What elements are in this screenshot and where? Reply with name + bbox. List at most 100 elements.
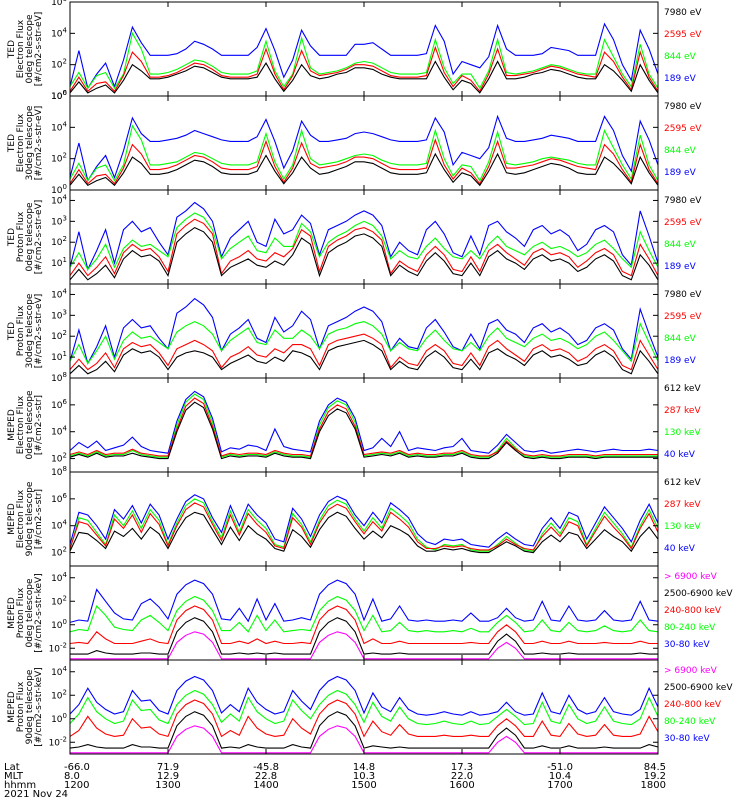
panel-8-series-4 — [69, 711, 659, 749]
panel-5-series-2 — [69, 393, 658, 458]
panel-2-ylabel-line-3: 30deg telescope — [25, 105, 35, 180]
panel-7-legend-4: 80-240 keV — [664, 623, 716, 633]
panel-5-ytick-label-1: 104 — [51, 425, 67, 438]
panel-6: 102 104 106 108 MEPED Electron Flux 90deg tele… — [7, 465, 701, 567]
panel-6-ytick-label-0: 102 — [51, 546, 67, 559]
x-lat-0: -66.0 — [64, 762, 90, 773]
panel-6-ylabel-line-3: 90deg telescope — [25, 481, 35, 556]
panel-7-ytick-label-0: 10-2 — [49, 641, 67, 654]
panel-7-series-3 — [69, 605, 658, 645]
x-hhmm-1: 1300 — [155, 780, 180, 791]
panel-2-ytick-label-0: 100 — [51, 183, 67, 196]
x-row-label-lat: Lat — [4, 762, 20, 773]
panel-1-legend-1: 7980 eV — [664, 8, 702, 18]
panel-5-ytick-label-2: 106 — [51, 398, 67, 411]
panel-2: 100 102 104 106 TED Electron Flux 30deg telesc… — [7, 89, 702, 196]
panel-5-ylabel-line-4: [#/cm2-s-str] — [34, 395, 44, 455]
panel-3-series-2 — [69, 212, 659, 271]
panel-1-legend-4: 189 eV — [664, 74, 697, 84]
panel-4-legend-1: 7980 eV — [664, 290, 702, 300]
panel-7-ylabel-line-1: MEPED — [7, 597, 17, 629]
panel-8-ylabel-line-1: MEPED — [7, 691, 17, 723]
panel-2-ytick-label-2: 104 — [51, 120, 67, 133]
panel-8-series-1 — [69, 675, 659, 716]
panel-3-ylabel-line-2: Proton Flux — [16, 211, 26, 262]
panel-3-series-1 — [69, 201, 659, 272]
panel-5-ytick-label-0: 102 — [51, 452, 67, 465]
panel-8-ytick-label-0: 10-2 — [49, 735, 67, 748]
panel-1-ylabel-line-4: [#/cm2-s-str-eV] — [34, 12, 44, 87]
panel-5-series-4 — [69, 401, 658, 460]
panel-2-series-3 — [69, 138, 659, 185]
panel-2-legend-3: 844 eV — [664, 146, 697, 156]
panel-1-ytick-label-2: 104 — [51, 26, 67, 39]
panel-2-legend-2: 2595 eV — [664, 124, 702, 134]
x-lat-6: 84.5 — [644, 762, 666, 773]
panel-8-series-2 — [69, 689, 659, 726]
panel-2-ylabel-line-1: TED — [7, 134, 17, 153]
x-hhmm-0: 1200 — [64, 780, 89, 791]
panel-7-ytick-label-3: 104 — [51, 571, 67, 584]
panel-8-ytick-label-2: 102 — [51, 688, 67, 701]
panel-1-ytick-label-0: 100 — [51, 89, 67, 102]
panel-4-ytick-label-3: 104 — [51, 287, 67, 300]
x-mlt-2: 22.8 — [255, 771, 277, 782]
panel-6-legend-3: 130 keV — [664, 522, 701, 532]
panel-2-legend-4: 189 eV — [664, 168, 697, 178]
panel-5-legend-4: 40 keV — [664, 450, 696, 460]
panel-6-series-3 — [69, 502, 659, 551]
panel-6-ytick-label-1: 104 — [51, 519, 67, 532]
panel-5-legend-3: 130 keV — [664, 428, 701, 438]
panel-3: 101 102 103 104 TED Proton Flux 0deg telescope… — [7, 189, 702, 285]
x-hhmm-4: 1600 — [449, 780, 474, 791]
panel-3-ytick-label-2: 103 — [51, 214, 67, 227]
panel-2-ytick-label-1: 102 — [51, 152, 67, 165]
panel-4-frame — [69, 283, 659, 379]
panel-6-legend-2: 287 keV — [664, 500, 701, 510]
panel-7-legend-5: 30-80 keV — [664, 640, 710, 650]
x-row-label-mlt: MLT — [4, 771, 24, 782]
x-date-label: 2021 Nov 24 — [4, 789, 68, 800]
panel-8-series-3 — [69, 699, 659, 738]
x-hhmm-3: 1500 — [351, 780, 376, 791]
panel-7-frame — [69, 565, 659, 661]
panel-4-ylabel-line-1: TED — [7, 322, 17, 341]
panel-5: 102 104 106 108 MEPED Electron Flux 0deg teles… — [7, 371, 701, 473]
panel-7-ytick-label-1: 100 — [51, 618, 67, 631]
panel-5-ytick-label-3: 108 — [51, 371, 67, 384]
panel-7-series-4 — [70, 617, 658, 655]
panel-3-ytick-label-3: 104 — [51, 193, 67, 206]
panel-1-series-3 — [69, 45, 659, 93]
panel-5-series-1 — [69, 390, 659, 454]
panel-5-legend-2: 287 keV — [664, 406, 701, 416]
x-hhmm-2: 1400 — [253, 780, 278, 791]
panel-4-ylabel-line-2: Proton Flux — [16, 305, 26, 356]
panel-8-ylabel-line-2: Proton Flux — [16, 681, 26, 732]
panel-7-legend-1: > 6900 keV — [664, 572, 718, 582]
panel-2-legend-1: 7980 eV — [664, 102, 702, 112]
panel-4-legend-3: 844 eV — [664, 334, 697, 344]
panel-3-legend-4: 189 eV — [664, 262, 697, 272]
panel-8-legend-1: > 6900 keV — [664, 666, 718, 676]
panel-5-frame — [69, 377, 659, 473]
panel-1-frame — [69, 1, 659, 97]
panel-7-ylabel-line-2: Proton Flux — [16, 587, 26, 638]
x-hhmm-5: 1700 — [547, 780, 572, 791]
panel-4-legend-4: 189 eV — [664, 356, 697, 366]
x-mlt-0: 8.0 — [64, 771, 80, 782]
panel-2-series-1 — [69, 114, 659, 183]
panel-3-series-4 — [69, 226, 659, 281]
panel-1-ylabel-line-2: Electron Flux — [16, 19, 26, 78]
panel-7-ylabel-line-3: 0deg telescope — [25, 578, 35, 648]
panel-3-legend-3: 844 eV — [664, 240, 697, 250]
x-lat-3: 14.8 — [353, 762, 375, 773]
panel-8-legend-3: 240-800 keV — [664, 700, 722, 710]
panel-8-legend-2: 2500-6900 keV — [664, 683, 733, 693]
panel-1-ylabel-line-1: TED — [7, 40, 17, 59]
panel-1-legend-3: 844 eV — [664, 52, 697, 62]
panel-8-legend-5: 30-80 keV — [664, 734, 710, 744]
panel-8-series-5 — [70, 725, 658, 754]
panel-6-ylabel-line-1: MEPED — [7, 503, 17, 535]
